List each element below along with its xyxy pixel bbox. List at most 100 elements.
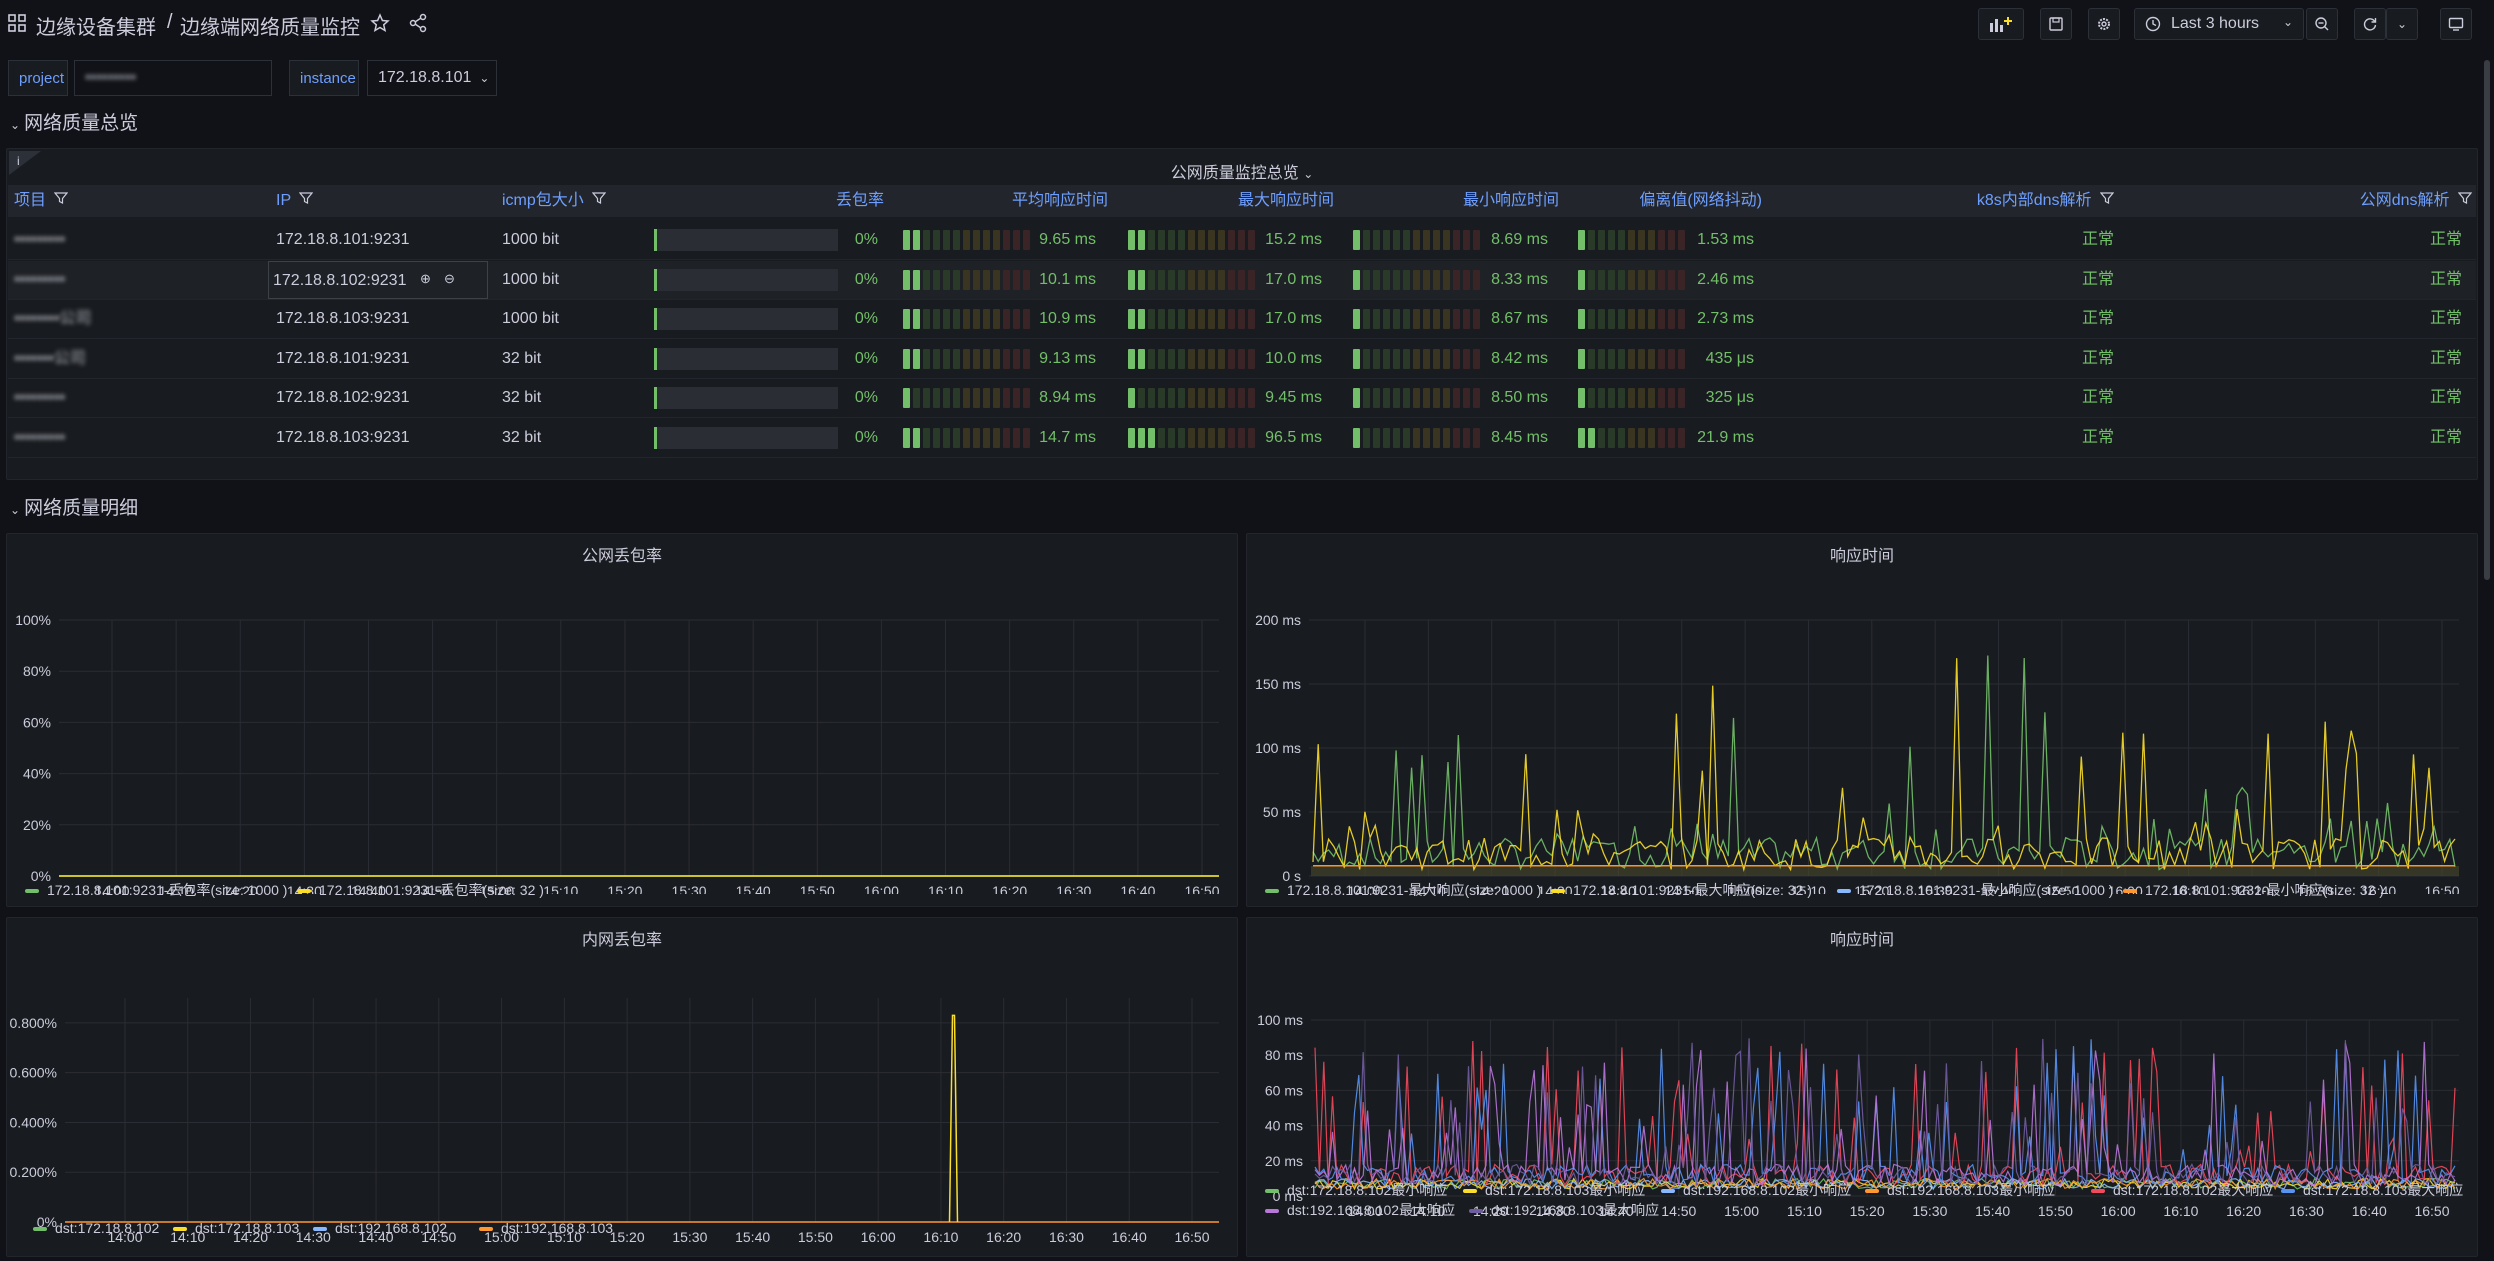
- x-tick-label: 15:00: [1728, 883, 1763, 894]
- gauge-segment: [1393, 309, 1400, 329]
- th-project-label: 项目: [14, 192, 47, 209]
- settings-button[interactable]: [2088, 8, 2120, 40]
- th-avg[interactable]: 平均响应时间: [1011, 192, 1108, 209]
- th-project[interactable]: 项目: [14, 185, 264, 217]
- th-pub[interactable]: 公网dns解析: [2126, 185, 2473, 217]
- th-loss[interactable]: 丢包率: [835, 192, 884, 209]
- gauge-segment: [1403, 309, 1410, 329]
- legend-item[interactable]: dst:192.168.8.102: [313, 1220, 447, 1236]
- legend-item[interactable]: 172.18.8.101:9231-最大响应(size: 32 ): [1551, 880, 1812, 900]
- legend-label: 172.18.8.101:9231-丢包率(size: 1000 ): [47, 882, 288, 898]
- gauge-segment: [1473, 309, 1480, 329]
- legend-item[interactable]: dst:192.168.8.103最小响应: [1865, 1180, 2055, 1200]
- legend-item[interactable]: 172.18.8.101:9231-最大响应(size: 1000 ): [1265, 880, 1541, 900]
- filter-icon[interactable]: [2099, 192, 2115, 209]
- gauge-segment: [1658, 388, 1665, 408]
- th-icmp-size[interactable]: icmp包大小: [502, 185, 642, 217]
- public-loss-panel: 公网丢包率 0% 20% 40% 60% 80% 100% 14:00 14:10 14:20 1…: [6, 533, 1238, 907]
- filter-icon[interactable]: [2457, 192, 2473, 209]
- gauge-segment: [1618, 388, 1625, 408]
- cell-icmp-size: 32 bit: [502, 349, 542, 367]
- legend-item[interactable]: dst:172.18.8.103: [173, 1220, 299, 1236]
- row-overview[interactable]: ⌄ 网络质量总览: [10, 108, 138, 135]
- legend-item[interactable]: 172.18.8.101:9231-丢包率(size: 1000 ): [25, 880, 287, 900]
- refresh-interval-dropdown[interactable]: ⌄: [2386, 8, 2418, 40]
- share-icon[interactable]: [408, 13, 428, 38]
- legend-item[interactable]: 172.18.8.101:9231-最小响应(size: 1000 ): [1837, 880, 2113, 900]
- internal-loss-title[interactable]: 内网丢包率: [581, 932, 662, 949]
- filter-icon[interactable]: [54, 192, 69, 209]
- y-tick-label: 0%: [37, 1214, 57, 1230]
- y-tick-label: 0.800%: [10, 1015, 57, 1031]
- max-gauge: [1128, 388, 1255, 408]
- refresh-button[interactable]: [2354, 8, 2386, 40]
- legend-swatch: [479, 1227, 493, 1232]
- info-icon[interactable]: i: [9, 151, 41, 175]
- save-dashboard-button[interactable]: [2040, 8, 2072, 40]
- legend-swatch: [1865, 1189, 1879, 1194]
- legend-item[interactable]: dst:172.18.8.102最小响应: [1265, 1180, 1447, 1200]
- gauge-segment: [1648, 348, 1655, 369]
- x-tick-label: 15:20: [607, 883, 642, 894]
- response-time-title-1[interactable]: 响应时间: [1829, 548, 1894, 565]
- chevron-down-icon: ⌄: [10, 118, 21, 132]
- add-panel-icon: [1990, 17, 2012, 32]
- y-tick-label: 20%: [23, 817, 51, 833]
- filter-icon[interactable]: [299, 192, 314, 209]
- legend-item[interactable]: dst:192.168.8.102最小响应: [1661, 1180, 1851, 1200]
- gauge-segment: [913, 309, 920, 329]
- legend-item[interactable]: dst:192.168.8.103最大响应: [1469, 1200, 1659, 1220]
- gauge-segment: [1648, 309, 1655, 329]
- gauge-segment: [1238, 427, 1245, 448]
- series-line: [1314, 1177, 2456, 1191]
- th-min[interactable]: 最小响应时间: [1462, 192, 1559, 209]
- legend-item[interactable]: dst:192.168.8.102最大响应: [1265, 1200, 1455, 1220]
- zoom-in-icon[interactable]: ⊕: [420, 270, 431, 286]
- gauge-segment: [1463, 348, 1470, 369]
- legend-item[interactable]: dst:172.18.8.102: [33, 1220, 159, 1236]
- variable-select-project[interactable]: ▪▪▪▪▪▪▪▪▪: [74, 60, 272, 96]
- gauge-segment: [923, 388, 930, 408]
- legend-item[interactable]: 172.18.8.101:9231-丢包率(size: 32 ): [297, 880, 544, 900]
- x-tick-label: 15:50: [800, 883, 835, 894]
- legend-item[interactable]: dst:172.18.8.103最小响应: [1463, 1180, 1645, 1200]
- table-title[interactable]: 公网质量监控总览 ⌄: [7, 159, 2477, 183]
- th-dev[interactable]: 偏离值(网络抖动): [1639, 192, 1762, 209]
- legend-item[interactable]: dst:172.18.8.102最大响应: [2091, 1180, 2273, 1200]
- star-icon[interactable]: [370, 13, 390, 38]
- x-tick-label: 16:40: [1120, 883, 1155, 894]
- zoom-out-button[interactable]: [2306, 8, 2338, 40]
- legend-item[interactable]: dst:192.168.8.103: [479, 1220, 613, 1236]
- gauge-segment: [1128, 427, 1135, 448]
- row-detail[interactable]: ⌄ 网络质量明细: [10, 493, 138, 520]
- gauge-segment: [1353, 427, 1360, 448]
- th-ip[interactable]: IP: [276, 185, 496, 217]
- th-max[interactable]: 最大响应时间: [1237, 192, 1334, 209]
- gauge-segment: [1393, 348, 1400, 369]
- zoom-out-icon[interactable]: ⊖: [444, 270, 455, 286]
- gauge-segment: [1463, 427, 1470, 448]
- x-tick-label: 15:20: [1850, 1203, 1885, 1219]
- gauge-segment: [1003, 348, 1010, 369]
- breadcrumb-folder[interactable]: 边缘设备集群: [36, 17, 156, 39]
- variable-select-instance[interactable]: 172.18.8.101 ⌄: [367, 60, 497, 96]
- gauge-segment: [1353, 348, 1360, 369]
- public-loss-title[interactable]: 公网丢包率: [581, 548, 662, 565]
- response-time-title-2[interactable]: 响应时间: [1829, 932, 1894, 949]
- dev-gauge: [1578, 309, 1685, 329]
- time-range-picker[interactable]: Last 3 hours ⌄: [2134, 8, 2304, 40]
- gauge-segment: [943, 348, 950, 369]
- legend-item[interactable]: 172.18.8.101:9231-最小响应(size: 32 ): [2123, 880, 2384, 900]
- page-scrollbar[interactable]: [2484, 60, 2490, 580]
- tv-mode-button[interactable]: [2440, 8, 2472, 40]
- th-k8s[interactable]: k8s内部dns解析: [1774, 185, 2115, 217]
- legend-swatch: [297, 889, 311, 894]
- dashboards-grid-icon[interactable]: [8, 14, 26, 32]
- filter-icon[interactable]: [591, 192, 607, 209]
- gauge-segment: [1363, 427, 1370, 448]
- add-panel-button[interactable]: [1978, 8, 2024, 40]
- legend-item[interactable]: dst:172.18.8.103最大响应: [2281, 1180, 2463, 1200]
- dashboard-title[interactable]: 边缘端网络质量监控: [180, 17, 360, 39]
- x-tick-label: 14:00: [107, 1229, 142, 1245]
- x-tick-label: 15:00: [479, 883, 514, 894]
